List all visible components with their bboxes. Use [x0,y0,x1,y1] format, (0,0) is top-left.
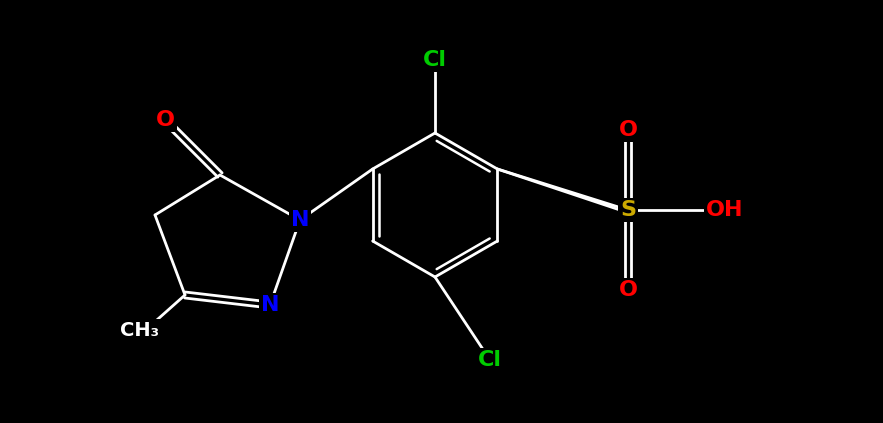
Text: N: N [291,210,309,230]
Text: O: O [155,110,175,130]
Text: O: O [618,280,638,300]
Text: S: S [620,200,636,220]
Text: OH: OH [706,200,743,220]
Text: Cl: Cl [423,50,447,70]
Text: N: N [260,295,279,315]
Text: CH₃: CH₃ [120,321,160,340]
Text: Cl: Cl [478,350,502,370]
Text: O: O [618,120,638,140]
